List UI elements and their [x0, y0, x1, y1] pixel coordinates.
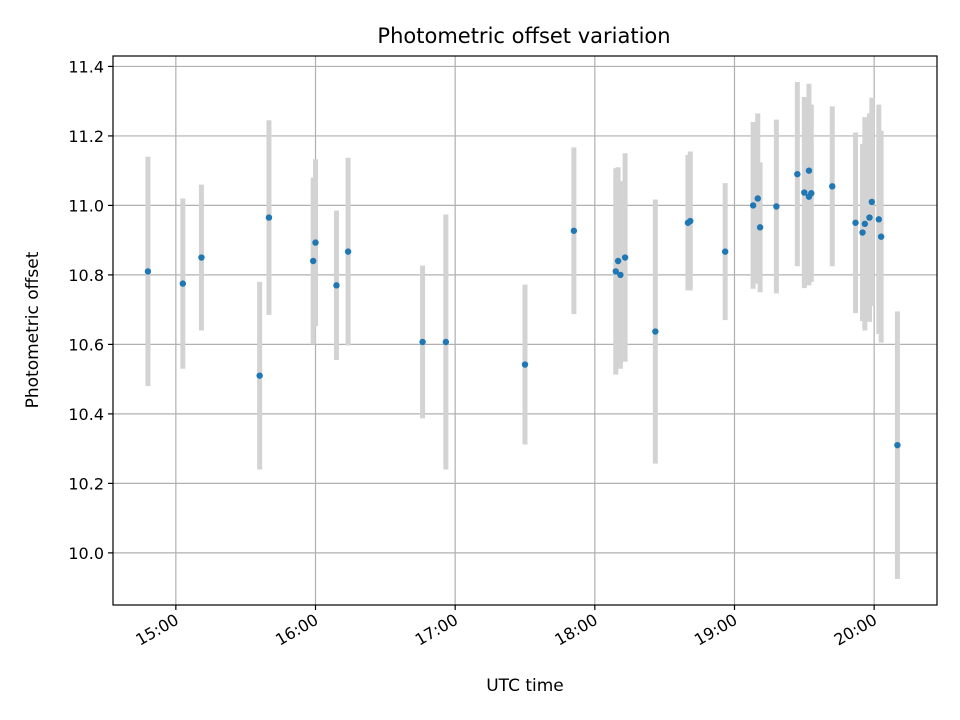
- y-tick-label: 10.4: [68, 405, 104, 424]
- data-point: [312, 239, 319, 246]
- y-tick-label: 10.2: [68, 474, 104, 493]
- x-axis-label: UTC time: [486, 676, 564, 696]
- data-point: [866, 214, 873, 221]
- data-point: [521, 361, 529, 368]
- data-point: [344, 248, 352, 255]
- data-point: [754, 195, 761, 202]
- y-tick-label: 10.0: [68, 544, 104, 563]
- data-point: [265, 214, 273, 221]
- data-point: [749, 202, 757, 209]
- y-tick-label: 11.4: [68, 57, 104, 76]
- data-point: [801, 189, 808, 196]
- data-point: [333, 282, 340, 289]
- data-point: [442, 338, 450, 346]
- data-point: [794, 170, 801, 178]
- data-point: [852, 219, 859, 226]
- data-point: [256, 372, 263, 379]
- data-point: [652, 328, 659, 335]
- data-point: [877, 233, 885, 240]
- data-point: [621, 254, 629, 261]
- data-points: [144, 167, 901, 449]
- data-point: [829, 183, 836, 190]
- y-tick-label: 11.0: [68, 196, 104, 215]
- chart-title: Photometric offset variation: [377, 24, 670, 48]
- data-point: [617, 271, 624, 279]
- data-point: [198, 254, 205, 261]
- data-point: [773, 203, 780, 210]
- data-point: [861, 220, 869, 228]
- data-point: [419, 338, 426, 346]
- data-point: [756, 224, 764, 231]
- data-point: [612, 268, 619, 275]
- y-tick-label: 11.2: [68, 127, 104, 146]
- data-point: [868, 198, 876, 206]
- data-point: [687, 217, 694, 225]
- data-point: [894, 441, 901, 449]
- data-point: [614, 257, 622, 265]
- plot-area-frame: [112, 55, 938, 606]
- data-point: [875, 216, 883, 223]
- data-point: [570, 227, 578, 234]
- data-point: [859, 229, 866, 236]
- data-point: [179, 280, 187, 287]
- data-point: [144, 268, 152, 275]
- y-axis-label: Photometric offset: [23, 251, 43, 408]
- data-point: [805, 167, 813, 174]
- data-point: [309, 257, 317, 265]
- data-point: [721, 248, 729, 255]
- y-tick-label: 10.6: [68, 335, 104, 354]
- y-tick-label: 10.8: [68, 266, 104, 285]
- data-point: [808, 190, 815, 197]
